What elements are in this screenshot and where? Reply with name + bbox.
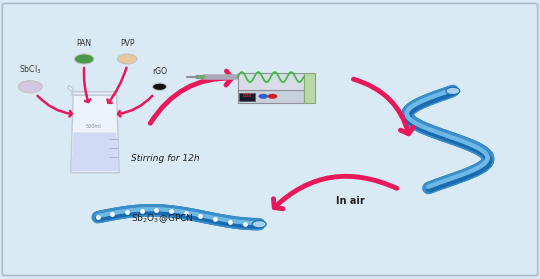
Text: Sb$_2$O$_3$@GPCN: Sb$_2$O$_3$@GPCN [131,212,194,225]
Text: SbCl$_3$: SbCl$_3$ [19,63,42,76]
Circle shape [268,94,278,99]
Text: rGO: rGO [152,67,167,76]
Polygon shape [71,133,119,171]
Circle shape [446,87,460,95]
Text: 888: 888 [242,93,252,98]
Circle shape [259,94,268,99]
Text: In air: In air [336,196,365,206]
Polygon shape [72,92,117,95]
Circle shape [252,221,266,228]
FancyBboxPatch shape [238,73,303,90]
Text: PAN: PAN [77,39,92,48]
Text: PVP: PVP [120,39,134,48]
Circle shape [75,54,94,64]
Polygon shape [68,85,73,92]
Text: 500ml: 500ml [85,124,101,129]
Circle shape [18,81,42,93]
FancyBboxPatch shape [238,90,303,103]
FancyBboxPatch shape [239,93,255,101]
Circle shape [118,54,137,64]
FancyBboxPatch shape [303,73,315,103]
Text: Stirring for 12h: Stirring for 12h [131,155,199,163]
Circle shape [153,83,166,90]
Polygon shape [71,95,119,173]
